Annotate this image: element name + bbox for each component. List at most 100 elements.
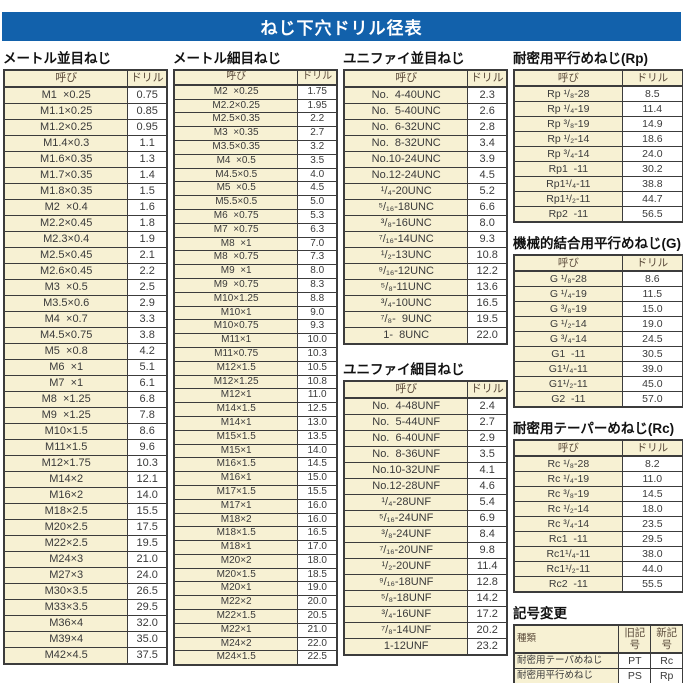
table-row: M10×1.5 8.6: [3, 423, 168, 440]
metric-coarse-table: 呼び ドリル M1 ×0.25 0.75 M1.1×0.25 0.85 M1.2×0.2…: [3, 69, 168, 665]
table-row: ⁷/₈- 9UNC 19.5: [343, 311, 508, 328]
drill-value-cell: 8.3: [297, 277, 338, 293]
thread-name-cell: M20×2: [173, 553, 299, 569]
drill-value-cell: 1.75: [297, 84, 338, 100]
table-row: M1.6×0.35 1.3: [3, 151, 168, 168]
table-row: M6 ×0.75 5.3: [173, 208, 338, 224]
thread-name-cell: No.12-28UNF: [343, 478, 469, 495]
thread-name-cell: M18×1.5: [173, 526, 299, 542]
drill-value-cell: 23.5: [621, 516, 683, 532]
thread-name-cell: M2 ×0.25: [173, 84, 299, 100]
thread-name-cell: Rp1¹/₄-11: [513, 176, 623, 192]
table-row: M11×0.75 10.3: [173, 346, 338, 362]
table-row: M18×2.5 15.5: [3, 503, 168, 520]
table-row: M22×1 21.0: [173, 622, 338, 638]
thread-name-cell: No.10-32UNF: [343, 462, 469, 479]
table-row: Rc1¹/₄-11 38.0: [513, 546, 683, 562]
drill-value-cell: 3.8: [127, 327, 168, 344]
drill-value-cell: 2.4: [467, 397, 508, 415]
thread-name-cell: M3.5×0.35: [173, 139, 299, 155]
thread-name-cell: M22×1: [173, 622, 299, 638]
table-row: M39×4 35.0: [3, 631, 168, 648]
table-row: M9 ×0.75 8.3: [173, 277, 338, 293]
table-row: Rp ¹/₄-19 11.4: [513, 101, 683, 117]
section-title-rc: 耐密用テーパーめねじ(Rc): [513, 421, 675, 436]
drill-value-cell: 7.8: [127, 407, 168, 424]
table-row: Rc ³/₈-19 14.5: [513, 486, 683, 502]
thread-name-cell: ³/₄-16UNF: [343, 606, 469, 623]
drill-value-cell: 20.5: [297, 609, 338, 624]
col-header-drill: ドリル: [297, 69, 338, 86]
thread-name-cell: G ¹/₂-14: [513, 316, 623, 332]
thread-name-cell: Rc2 -11: [513, 576, 623, 593]
drill-value-cell: 19.5: [127, 535, 168, 552]
thread-name-cell: Rc1¹/₄-11: [513, 546, 623, 562]
table-row: ⁵/₁₆-24UNF 6.9: [343, 510, 508, 527]
drill-value-cell: PT: [618, 652, 652, 669]
col-header-drill: ドリル: [467, 69, 508, 88]
thread-name-cell: M22×2.5: [3, 535, 129, 552]
drill-value-cell: 21.0: [297, 622, 338, 638]
thread-name-cell: Rc ¹/₈-28: [513, 455, 623, 472]
thread-name-cell: M1.2×0.25: [3, 119, 129, 136]
thread-name-cell: ⁷/₁₆-20UNF: [343, 542, 469, 559]
table-row: G1¹/₂-11 45.0: [513, 376, 683, 392]
thread-name-cell: M22×2: [173, 595, 299, 611]
table-row: ⁹/₁₆-12UNC 12.2: [343, 263, 508, 280]
table-row: Rc2 -11 55.5: [513, 576, 683, 593]
thread-name-cell: 1-12UNF: [343, 638, 469, 656]
drill-value-cell: 10.5: [297, 360, 338, 376]
drill-value-cell: 8.6: [621, 270, 683, 287]
drill-value-cell: 18.6: [621, 131, 683, 147]
drill-value-cell: 2.7: [467, 414, 508, 431]
table-row: M2.2×0.45 1.8: [3, 215, 168, 232]
table-row: M8 ×0.75 7.3: [173, 250, 338, 266]
thread-name-cell: M2.3×0.4: [3, 231, 129, 248]
table-row: M10×0.75 9.3: [173, 319, 338, 335]
table-row: 耐密用テーパめねじ PT Rc: [513, 652, 683, 669]
drill-value-cell: 10.3: [127, 455, 168, 472]
table-row: 1-12UNF 23.2: [343, 638, 508, 656]
table-row: M10×1.25 8.8: [173, 291, 338, 307]
drill-value-cell: 6.3: [297, 222, 338, 238]
thread-name-cell: M18×2: [173, 512, 299, 528]
drill-value-cell: 32.0: [127, 615, 168, 632]
thread-name-cell: M30×3.5: [3, 583, 129, 600]
thread-name-cell: M2.5×0.35: [173, 112, 299, 128]
drill-value-cell: 2.3: [467, 86, 508, 104]
header-row: 呼び ドリル: [173, 69, 338, 86]
table-row: G ¹/₂-14 19.0: [513, 316, 683, 332]
drill-value-cell: 29.5: [621, 531, 683, 547]
thread-name-cell: M36×4: [3, 615, 129, 632]
table-row: M33×3.5 29.5: [3, 599, 168, 616]
drill-value-cell: 20.2: [467, 622, 508, 639]
drill-value-cell: 4.5: [467, 167, 508, 184]
table-row: ⁵/₁₆-18UNC 6.6: [343, 199, 508, 216]
table-row: M2 ×0.4 1.6: [3, 199, 168, 216]
drill-value-cell: 8.4: [467, 526, 508, 543]
thread-name-cell: ⁵/₈-11UNC: [343, 279, 469, 296]
thread-name-cell: ⁵/₁₆-24UNF: [343, 510, 469, 527]
table-row: ¹/₄-20UNC 5.2: [343, 183, 508, 200]
section-title-metric-coarse: メートル並目ねじ: [3, 51, 111, 66]
thread-name-cell: Rp ³/₄-14: [513, 146, 623, 162]
thread-name-cell: M15×1: [173, 443, 299, 459]
thread-name-cell: M4 ×0.7: [3, 311, 129, 328]
table-row: M3 ×0.5 2.5: [3, 279, 168, 296]
table-row: M24×1.5 22.5: [173, 650, 338, 666]
drill-value-cell: 5.3: [297, 208, 338, 224]
drill-value-cell: 0.85: [127, 103, 168, 120]
table-row: M1.2×0.25 0.95: [3, 119, 168, 136]
drill-value-cell: 3.3: [127, 311, 168, 328]
col-header-name: 呼び: [513, 254, 623, 272]
thread-name-cell: ⁹/₁₆-12UNC: [343, 263, 469, 280]
thread-name-cell: M20×1: [173, 581, 299, 597]
thread-name-cell: No. 4-48UNF: [343, 397, 469, 415]
thread-name-cell: M7 ×0.75: [173, 222, 299, 238]
thread-name-cell: M2.2×0.25: [173, 98, 299, 114]
thread-name-cell: M18×1: [173, 540, 299, 555]
table-row: No. 4-40UNC 2.3: [343, 86, 508, 104]
drill-value-cell: 18.0: [621, 501, 683, 517]
table-row: G1¹/₄-11 39.0: [513, 361, 683, 377]
table-columns: メートル並目ねじ 呼び ドリル M1 ×0.25 0.75 M1.1×0.25 0.8…: [0, 45, 683, 683]
